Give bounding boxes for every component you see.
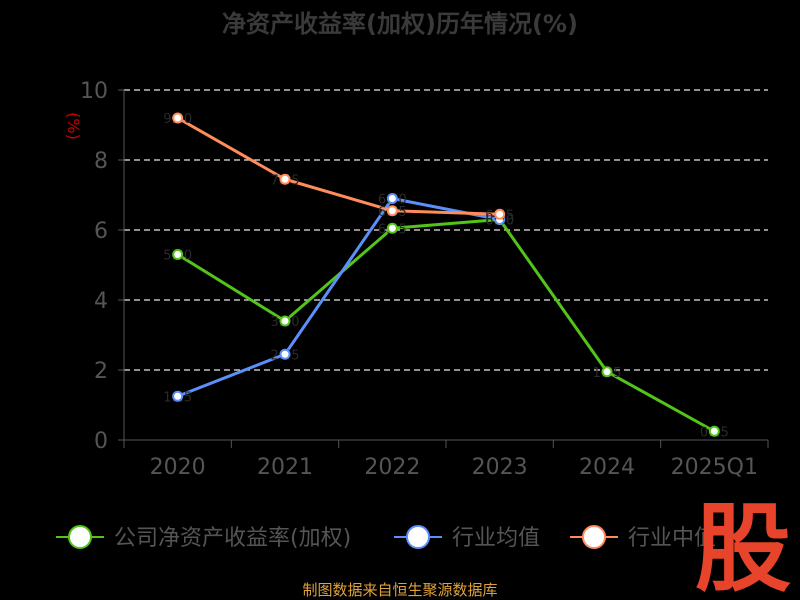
series-group: 9.207.456.556.45 bbox=[163, 112, 514, 223]
data-point bbox=[279, 348, 291, 360]
y-axis-label: (%) bbox=[64, 112, 83, 140]
x-tick-label: 2025Q1 bbox=[671, 455, 758, 480]
data-point bbox=[279, 315, 291, 327]
data-point bbox=[172, 112, 184, 124]
legend-label: 公司净资产收益率(加权) bbox=[114, 526, 351, 551]
chart-title: 净资产收益率(加权)历年情况(%) bbox=[222, 10, 578, 38]
data-point bbox=[708, 425, 720, 437]
y-tick-label: 0 bbox=[94, 429, 108, 454]
legend-item: 公司净资产收益率(加权) bbox=[56, 525, 351, 551]
legend: 公司净资产收益率(加权) 行业均值 行业中值 bbox=[56, 525, 716, 551]
data-point bbox=[386, 222, 398, 234]
gu-logo: 股 bbox=[695, 496, 791, 592]
x-tick-label: 2023 bbox=[472, 455, 528, 480]
legend-item: 行业中值 bbox=[570, 525, 716, 551]
legend-label: 行业中值 bbox=[628, 526, 716, 551]
y-tick-label: 10 bbox=[80, 79, 108, 104]
y-tick-label: 6 bbox=[94, 219, 108, 244]
series-layer: 5.303.406.056.301.950.251.252.456.906.30… bbox=[163, 112, 729, 440]
logo-glyph: 股 bbox=[695, 496, 791, 592]
data-point bbox=[386, 193, 398, 204]
series-line bbox=[176, 218, 716, 433]
legend-marker bbox=[68, 525, 92, 549]
axes: 0 2 4 6 8 10 2020 2021 2022 2023 2024 2025Q1 (%) bbox=[64, 79, 769, 480]
legend-marker bbox=[406, 525, 430, 549]
data-point bbox=[386, 205, 398, 217]
series-group: 5.303.406.056.301.950.25 bbox=[163, 214, 729, 441]
legend-marker bbox=[582, 525, 606, 549]
series-line bbox=[177, 197, 500, 398]
x-tick-label: 2022 bbox=[364, 455, 420, 480]
series-line bbox=[176, 116, 500, 216]
data-source-note: 制图数据来自恒生聚源数据库 bbox=[302, 581, 498, 599]
y-tick-label: 8 bbox=[94, 149, 108, 174]
data-point bbox=[601, 366, 613, 378]
y-tick-label: 4 bbox=[94, 289, 108, 314]
data-point bbox=[172, 249, 184, 260]
data-point bbox=[494, 208, 506, 220]
y-tick-label: 2 bbox=[94, 359, 108, 384]
grid-lines bbox=[124, 89, 768, 371]
x-tick-label: 2024 bbox=[579, 455, 635, 480]
legend-label: 行业均值 bbox=[452, 526, 540, 551]
x-tick-label: 2020 bbox=[150, 455, 206, 480]
data-point bbox=[279, 173, 291, 185]
data-point bbox=[172, 390, 184, 402]
x-tick-label: 2021 bbox=[257, 455, 313, 480]
series-group: 1.252.456.906.30 bbox=[163, 193, 514, 406]
legend-item: 行业均值 bbox=[394, 525, 540, 551]
